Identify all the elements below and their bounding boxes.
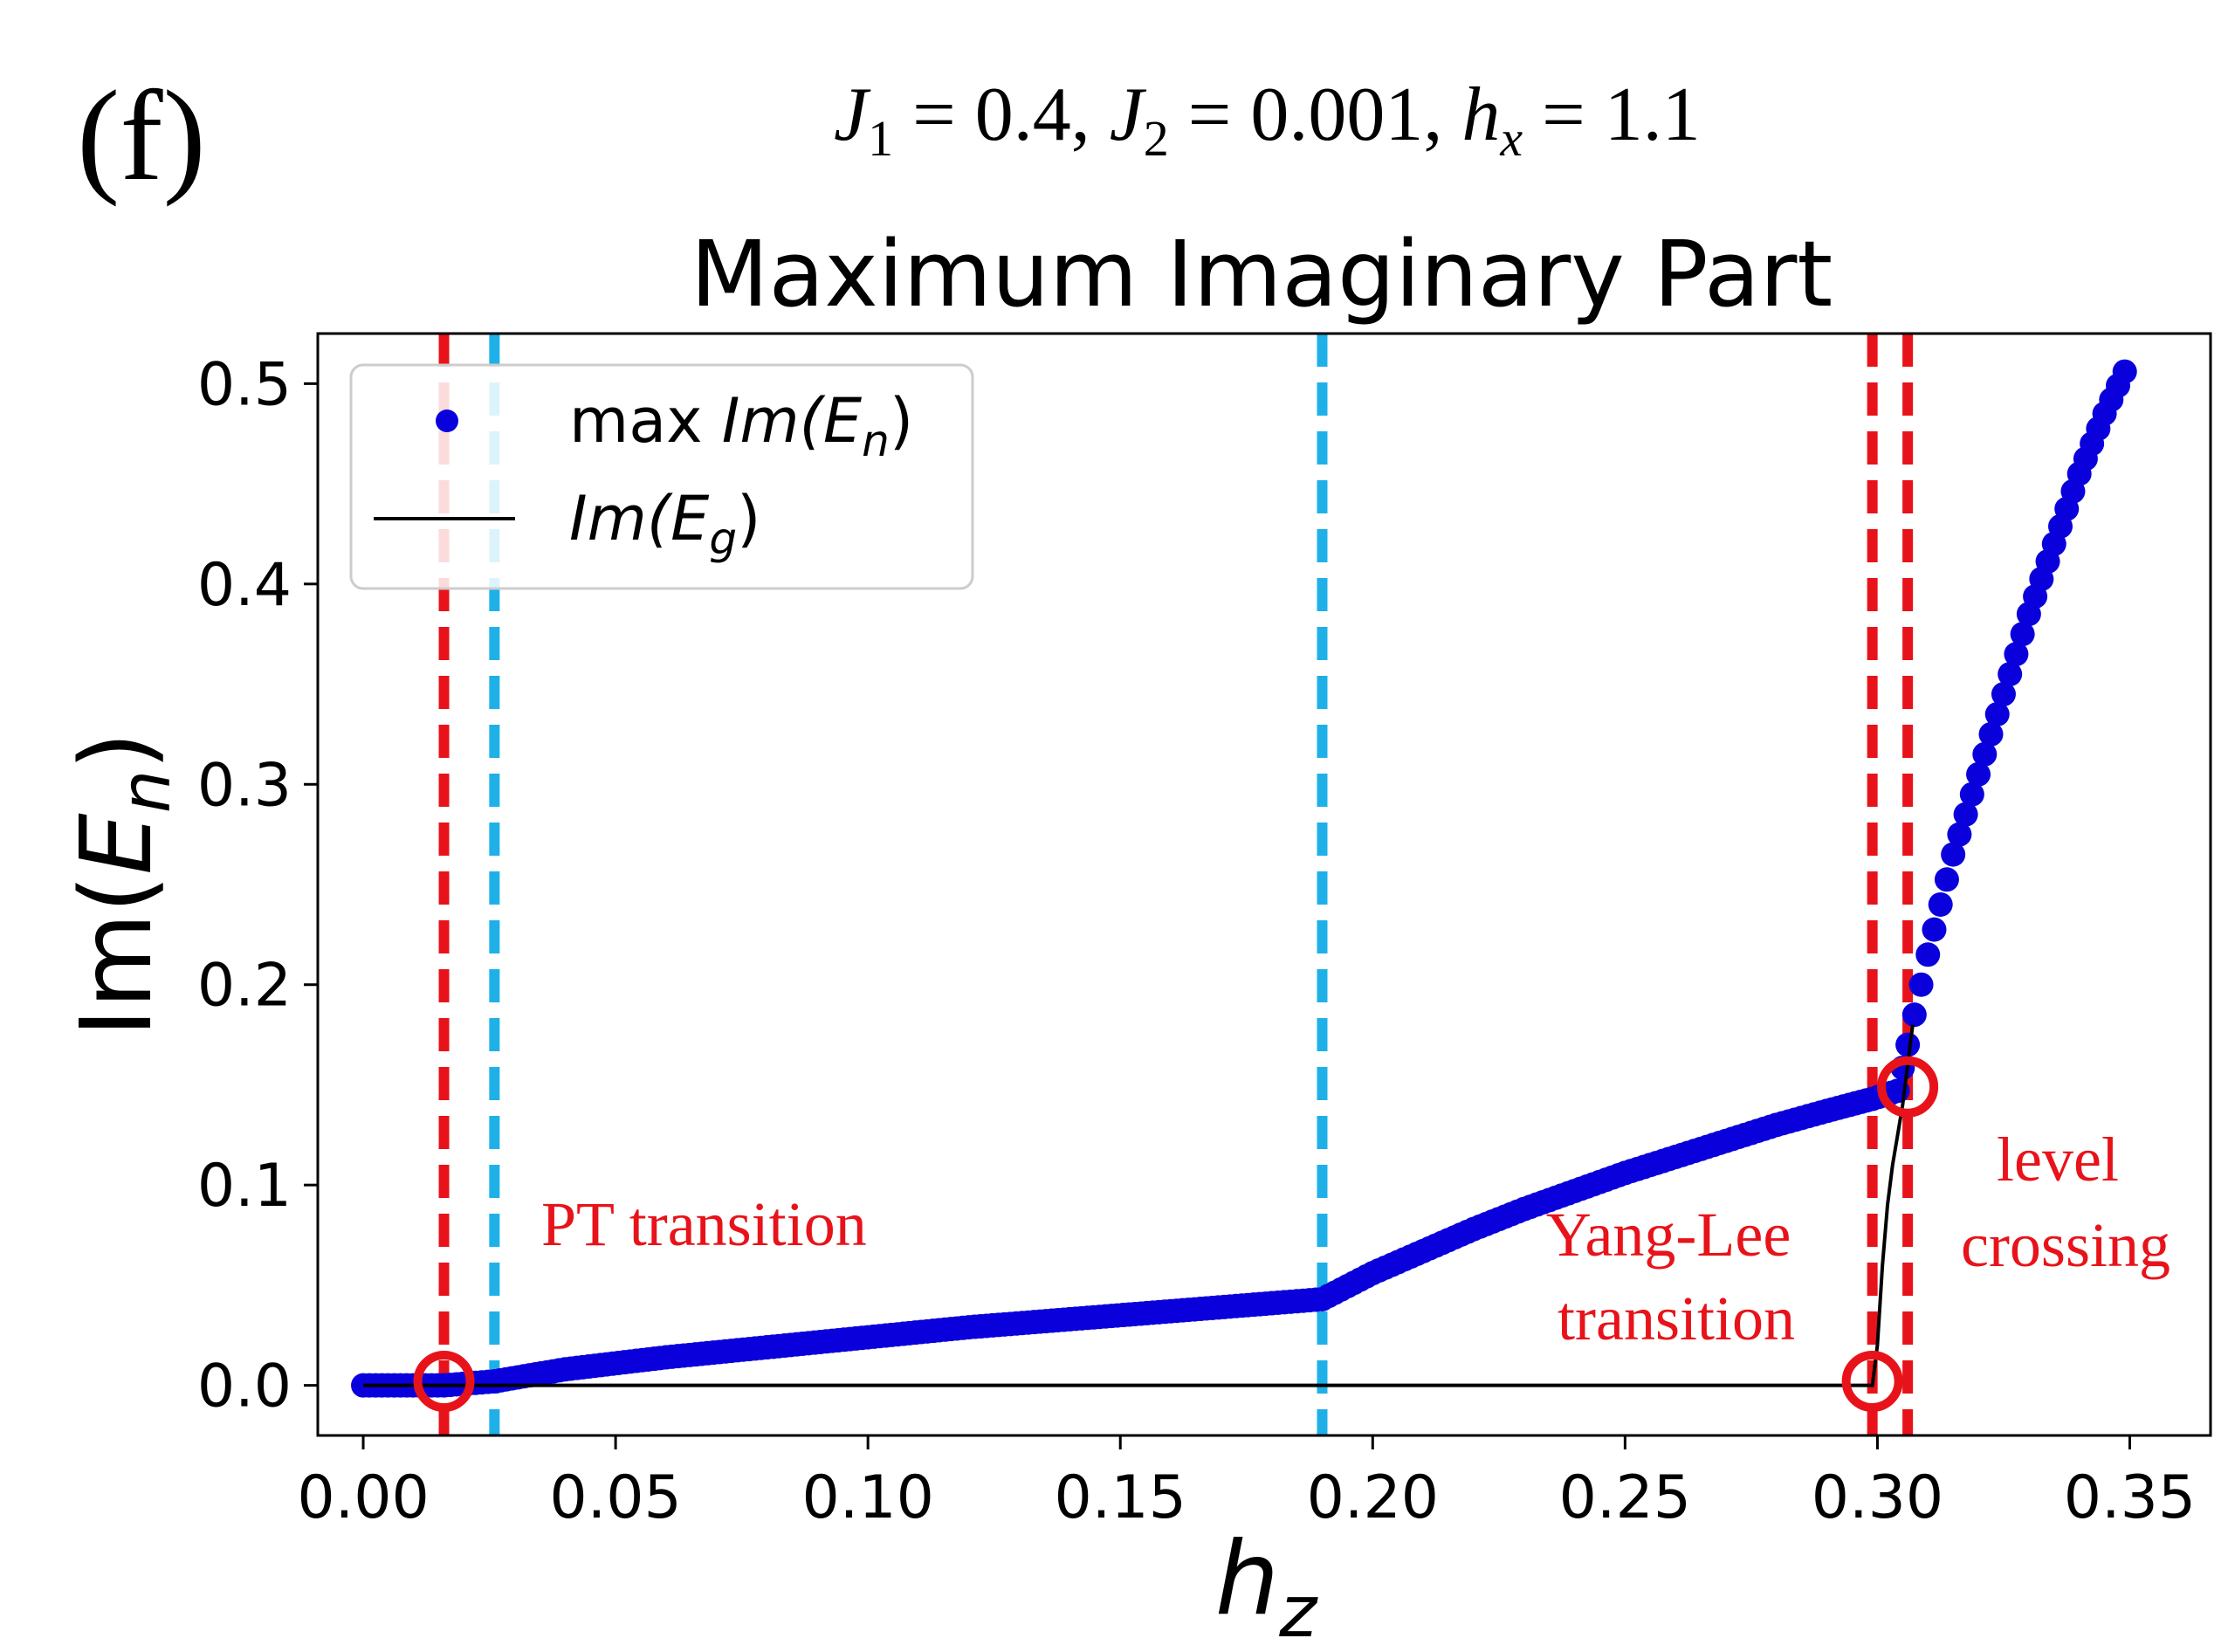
series-max-point: [1991, 682, 2016, 707]
series-max-point: [1966, 761, 1991, 787]
legend-entry-max-e: E: [823, 385, 863, 457]
series-max-point: [1901, 1002, 1927, 1028]
series-max-point: [1998, 662, 2023, 687]
series-max-point: [1908, 972, 1934, 997]
series-max-point: [2004, 642, 2029, 667]
series-max-point: [1922, 917, 1947, 942]
y-tick-label: 0.4: [197, 551, 292, 620]
param-eq1: = 0.4,: [893, 72, 1110, 157]
y-axis-label-post: ): [60, 732, 174, 770]
param-hx-sub: x: [1499, 110, 1523, 167]
y-tick-label: 0.3: [197, 751, 292, 820]
legend-entry-max-prefix: max: [569, 385, 722, 457]
x-tick-label: 0.20: [1307, 1463, 1439, 1532]
series-max-point: [1972, 741, 1998, 767]
legend-entry-max-im: Im(: [722, 385, 826, 457]
series-max-point: [1978, 721, 2004, 747]
legend-entry-ground: Im(Eg): [569, 483, 760, 564]
series-max-point: [1941, 842, 1966, 867]
x-tick-label: 0.25: [1559, 1463, 1691, 1532]
ticks-layer: 0.00 0.05 0.10 0.15 0.20 0.25 0.30 0.35 0.0 0.1 0.…: [197, 350, 2196, 1532]
annotation-yang-lee-line2: transition: [1558, 1284, 1795, 1353]
series-max-point: [2010, 622, 2035, 647]
transition-circle-2: [1877, 1056, 1939, 1118]
param-j1-sub: 1: [868, 110, 893, 167]
series-max-point: [1953, 802, 1978, 827]
transition-circle-0: [413, 1351, 475, 1413]
legend-box: [349, 363, 974, 590]
annotation-level-line2: crossing: [1961, 1210, 2170, 1280]
y-tick-label: 0.2: [197, 952, 292, 1021]
legend-entry-ground-sub: g: [709, 513, 737, 564]
x-tick-label: 0.10: [801, 1463, 933, 1532]
legend: max Im(En) Im(Eg): [349, 363, 974, 590]
param-hx: h: [1461, 72, 1500, 157]
x-axis-label: hz: [1215, 1520, 1319, 1652]
series-max-point: [1947, 822, 1972, 847]
legend-entry-ground-e: E: [670, 483, 710, 554]
x-tick-label: 0.30: [1812, 1463, 1943, 1532]
param-eq2: = 0.001,: [1169, 72, 1462, 157]
axes-frame: [316, 332, 2212, 1437]
y-tick-label: 0.0: [197, 1353, 292, 1421]
param-j2: J: [1110, 72, 1147, 157]
series-layer: [351, 359, 2137, 1398]
series-max-point: [1928, 891, 1953, 917]
vertical-lines-layer: [438, 334, 1914, 1435]
series-max-point: [1895, 1032, 1921, 1057]
transition-circle-1: [1841, 1351, 1903, 1413]
series-max-point: [2112, 359, 2137, 384]
series-max-point: [1984, 701, 2010, 726]
y-tick-label: 0.5: [197, 350, 292, 419]
x-tick-label: 0.35: [2064, 1463, 2196, 1532]
x-tick-label: 0.05: [549, 1463, 681, 1532]
series-ground-line: [363, 1024, 1915, 1387]
y-tick-label: 0.1: [197, 1152, 292, 1221]
param-j1: J: [834, 72, 871, 157]
annotation-pt-line1: PT transition: [541, 1189, 867, 1259]
legend-entry-ground-post: ): [737, 483, 760, 554]
params-label: J1 = 0.4, J2 = 0.001, hx = 1.1: [834, 72, 1701, 167]
legend-marker-swatch: [436, 410, 458, 432]
panel-label: (f): [77, 65, 206, 208]
y-axis-label-pre: Im(: [60, 875, 174, 1037]
y-axis-label-sub: n: [107, 770, 186, 813]
series-max-point: [1934, 867, 1959, 892]
legend-entry-max-sub: n: [862, 416, 890, 466]
y-axis-label-base: E: [60, 813, 174, 875]
annotation-yang-lee: Yang-Lee transition: [1546, 1200, 1807, 1353]
legend-entry-ground-im: Im(: [569, 483, 673, 554]
param-eq3: = 1.1: [1523, 72, 1701, 157]
annotation-yang-lee-line1: Yang-Lee: [1546, 1200, 1791, 1270]
annotation-pt-transition: PT transition: [541, 1189, 867, 1259]
annotation-level-crossing: level crossing: [1961, 1125, 2170, 1280]
legend-entry-max-post: ): [890, 385, 913, 457]
x-tick-label: 0.15: [1055, 1463, 1186, 1532]
x-axis-label-base: h: [1215, 1520, 1280, 1638]
x-axis-label-sub: z: [1278, 1571, 1318, 1652]
x-tick-label: 0.00: [297, 1463, 429, 1532]
param-j2-sub: 2: [1144, 110, 1169, 167]
legend-entry-max: max Im(En): [569, 385, 913, 466]
series-max-point: [1959, 781, 1984, 807]
chart-title: Maximum Imaginary Part: [691, 221, 1833, 327]
y-axis-label: Im(En): [60, 732, 186, 1037]
markers-circles-layer: [413, 1056, 1939, 1413]
series-max-point: [1915, 942, 1941, 967]
annotation-level-line1: level: [1997, 1125, 2119, 1194]
